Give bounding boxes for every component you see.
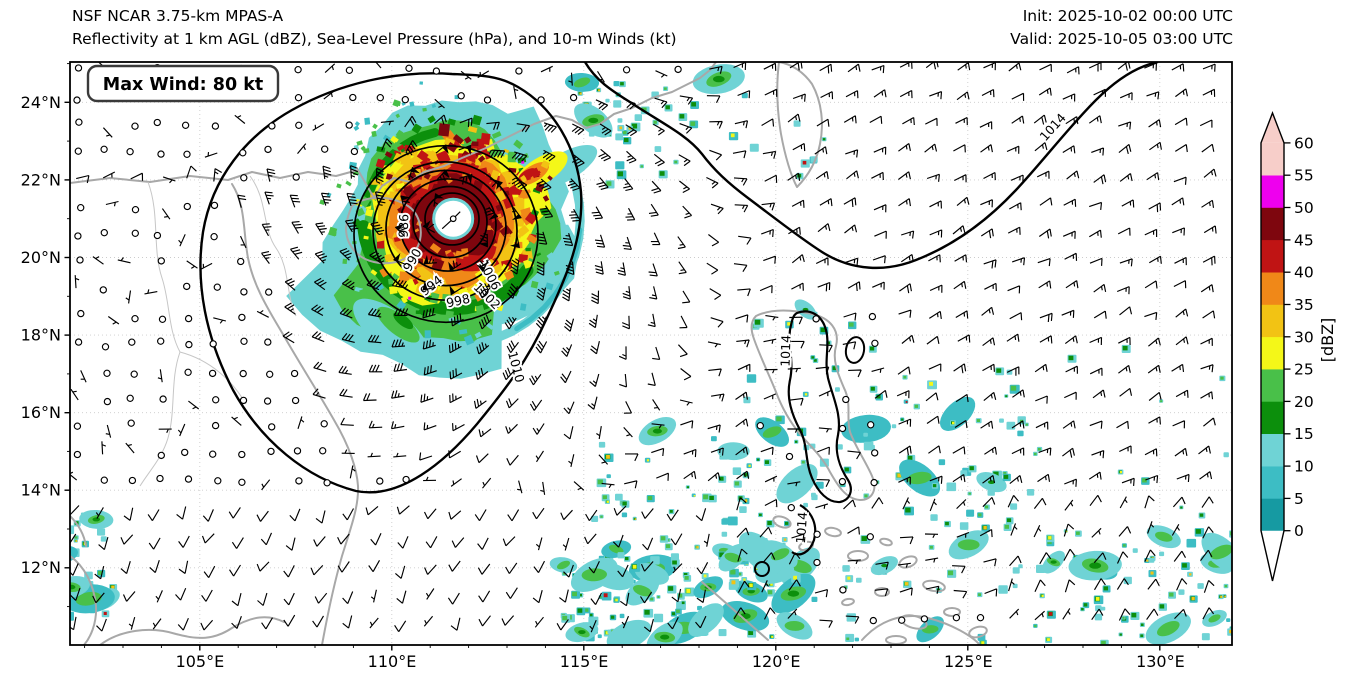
colorbar-tick-label: 55 bbox=[1294, 167, 1314, 185]
valid-time-label: Valid: 2025-10-05 03:00 UTC bbox=[1010, 30, 1233, 48]
colorbar-tick-label: 50 bbox=[1294, 199, 1314, 217]
x-tick-label: 115°E bbox=[560, 652, 609, 671]
map-border bbox=[69, 61, 1233, 646]
y-tick-label: 22°N bbox=[21, 170, 61, 189]
max-wind-annotation: Max Wind: 80 kt bbox=[86, 64, 280, 103]
colorbar-tick-label: 30 bbox=[1294, 328, 1314, 346]
x-tick-label: 120°E bbox=[752, 652, 801, 671]
wind-barbs-layer bbox=[70, 62, 1217, 633]
colorbar-tick-label: 25 bbox=[1294, 361, 1314, 379]
colorbar-tick-label: 35 bbox=[1294, 296, 1314, 314]
x-tick-label: 125°E bbox=[944, 652, 993, 671]
y-tick-label: 20°N bbox=[21, 248, 61, 267]
colorbar-tick-label: 45 bbox=[1294, 231, 1314, 249]
gridlines bbox=[70, 62, 1232, 645]
colorbar-tick-label: 5 bbox=[1294, 490, 1304, 508]
colorbar-tick-label: 0 bbox=[1294, 522, 1304, 540]
colorbar-tick-label: 40 bbox=[1294, 264, 1314, 282]
colorbar-axis-label: [dBZ] bbox=[1318, 318, 1337, 363]
coastlines-layer bbox=[70, 62, 988, 645]
y-axis-tick-labels: 12°N 14°N 16°N 18°N 20°N 22°N 24°N bbox=[21, 93, 61, 577]
colorbar-tick-label: 10 bbox=[1294, 458, 1314, 476]
inland-borders-layer bbox=[139, 175, 297, 487]
y-tick-label: 16°N bbox=[21, 403, 61, 422]
max-wind-label: Max Wind: 80 kt bbox=[103, 75, 263, 95]
slp-contour-label: 998 bbox=[445, 291, 472, 311]
y-tick-label: 18°N bbox=[21, 326, 61, 345]
colorbar-tick-label: 60 bbox=[1294, 134, 1314, 152]
x-tick-label: 110°E bbox=[368, 652, 417, 671]
axis-ticks bbox=[64, 63, 1199, 651]
x-axis-tick-labels: 105°E 110°E 115°E 120°E 125°E 130°E bbox=[176, 652, 1185, 671]
slp-contour-label: 1014 bbox=[777, 335, 793, 367]
colorbar-tick-label: 15 bbox=[1294, 425, 1314, 443]
colorbar-tick-label: 20 bbox=[1294, 393, 1314, 411]
x-tick-label: 130°E bbox=[1136, 652, 1185, 671]
figure-subtitle: Reflectivity at 1 km AGL (dBZ), Sea-Leve… bbox=[72, 30, 677, 48]
slp-contour-label: 1014 bbox=[793, 511, 810, 544]
x-tick-label: 105°E bbox=[176, 652, 225, 671]
y-tick-label: 12°N bbox=[21, 558, 61, 577]
max-wind-box bbox=[86, 64, 280, 103]
y-tick-label: 24°N bbox=[21, 93, 61, 112]
slp-contour-label: 986 bbox=[396, 214, 412, 238]
colorbar-tick-labels: 0 5 10 15 20 25 30 35 40 45 50 55 60 [dB… bbox=[1294, 134, 1337, 540]
init-time-label: Init: 2025-10-02 00:00 UTC bbox=[1023, 7, 1233, 25]
cyclone-center-marker bbox=[449, 215, 457, 223]
figure-title: NSF NCAR 3.75-km MPAS-A bbox=[72, 7, 284, 25]
colorbar bbox=[1260, 111, 1291, 582]
y-tick-label: 14°N bbox=[21, 481, 61, 500]
